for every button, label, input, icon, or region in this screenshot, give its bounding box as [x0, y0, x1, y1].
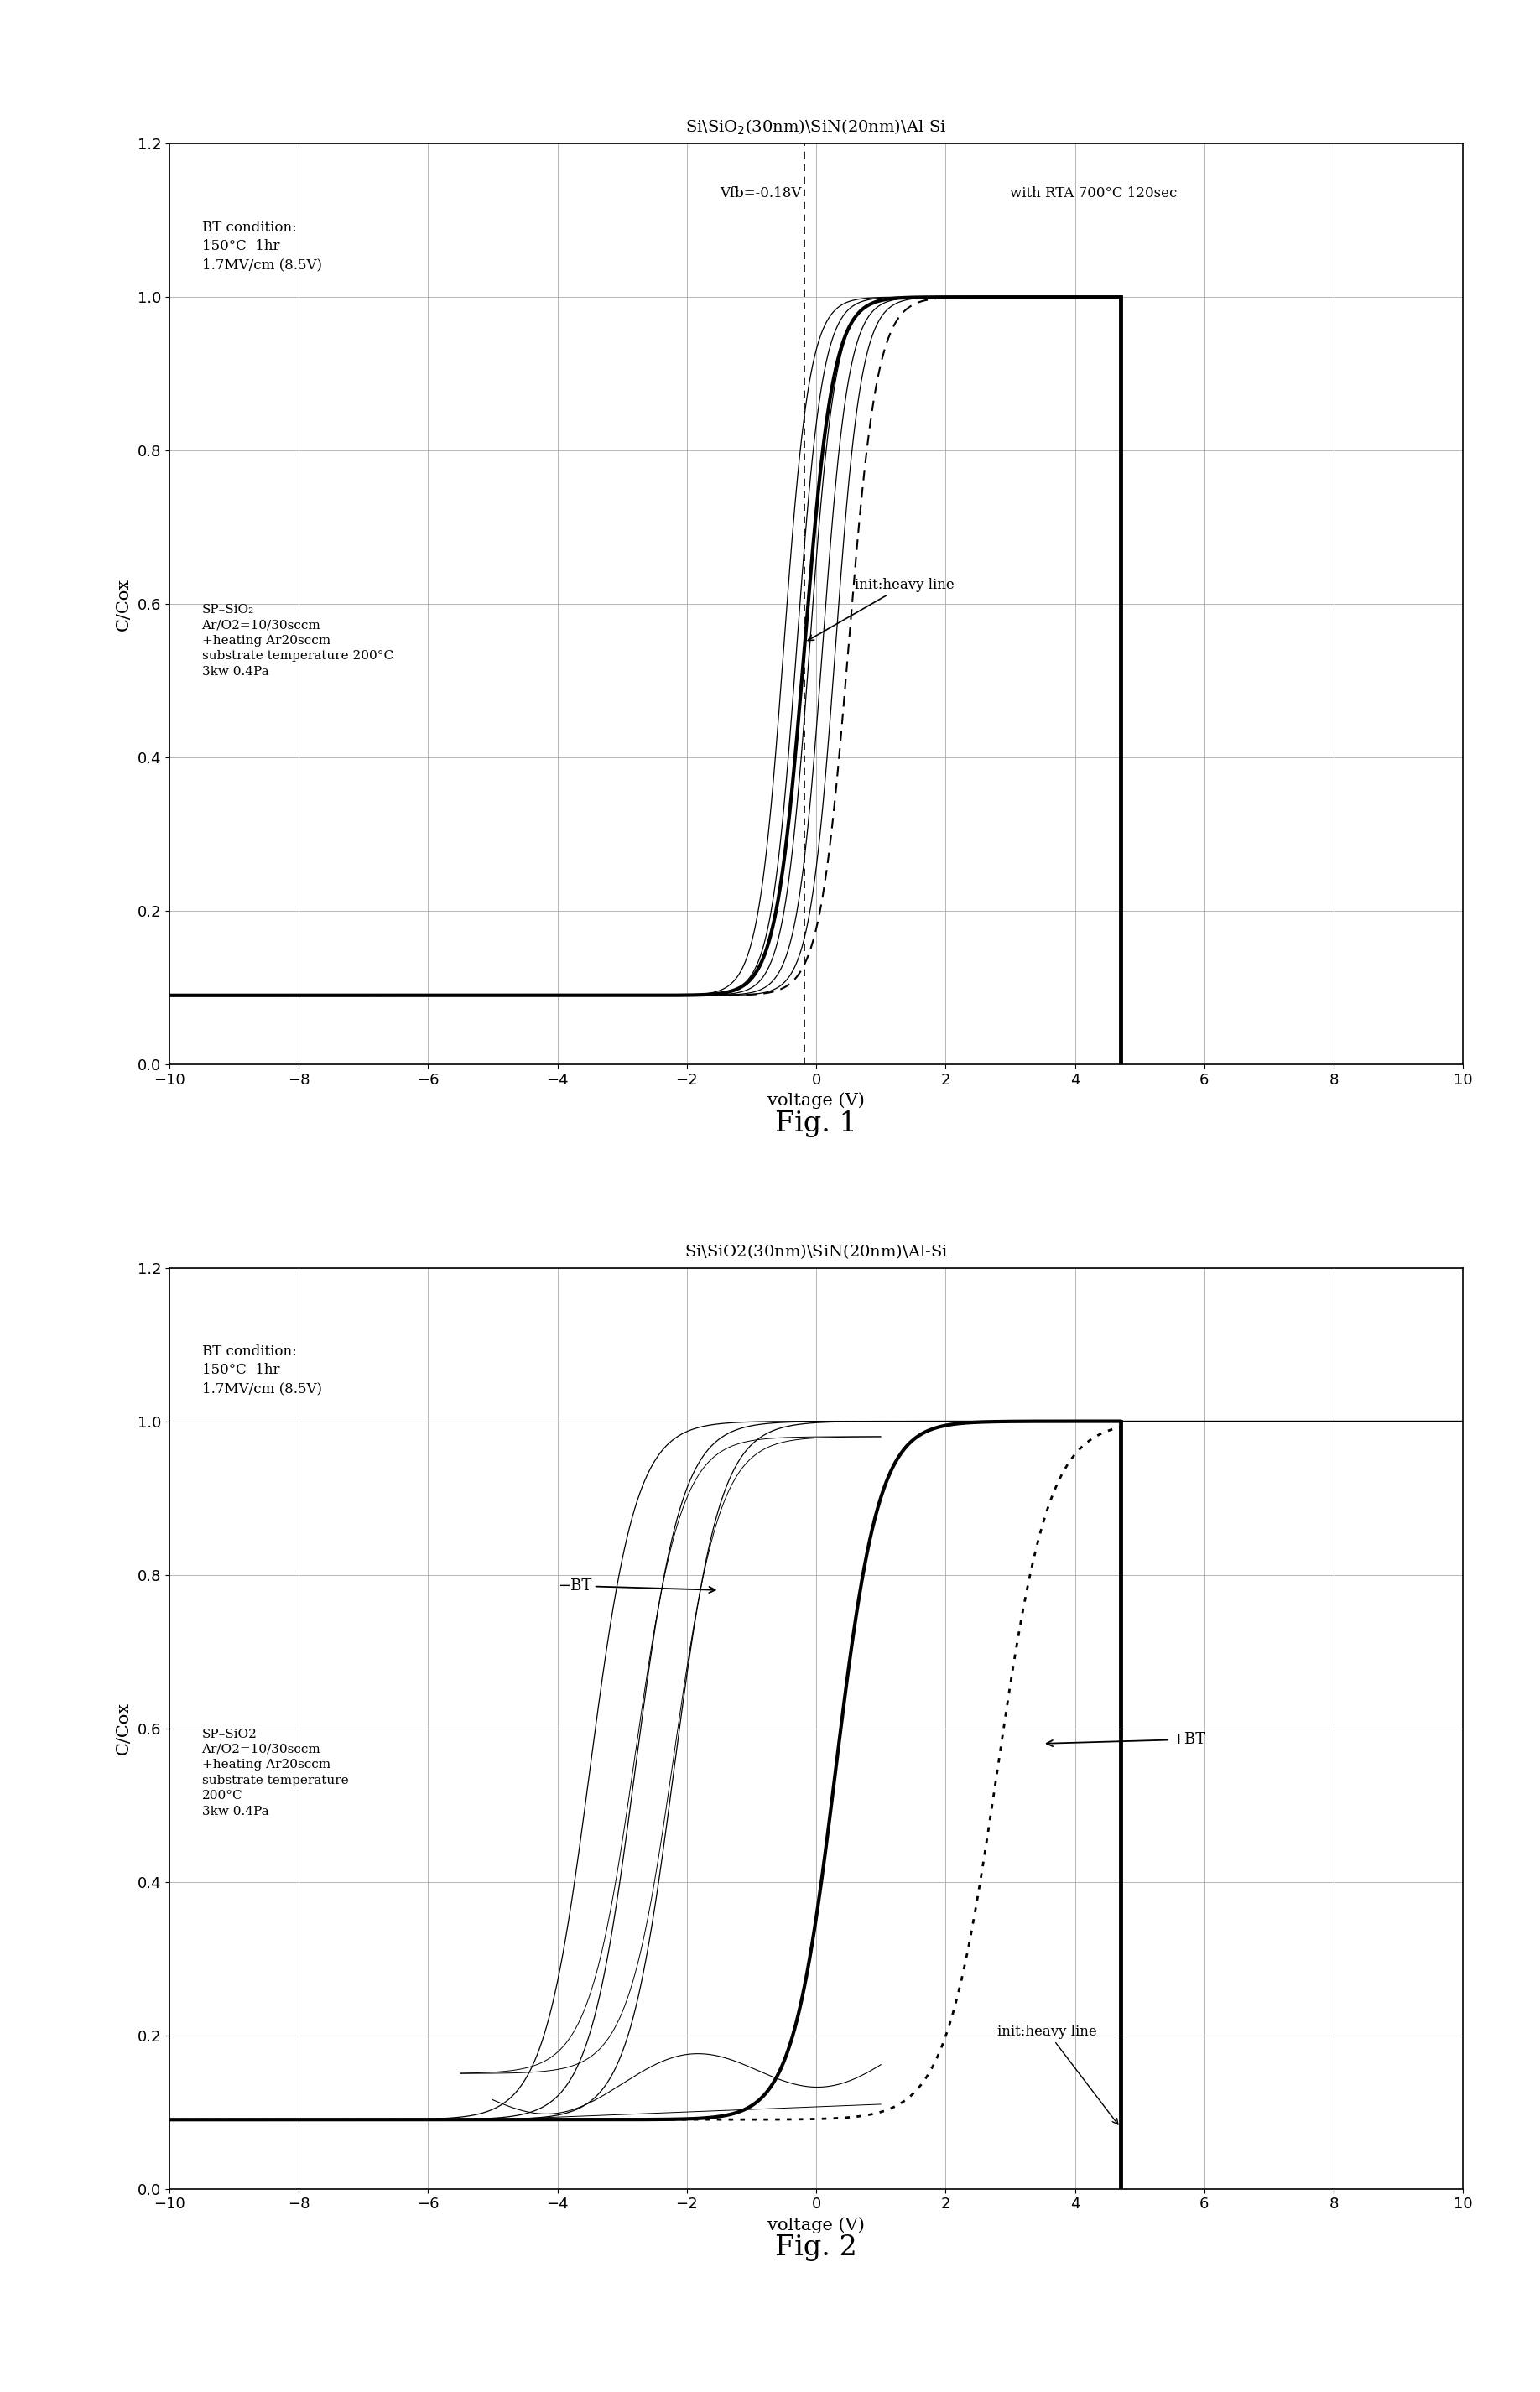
Y-axis label: C/Cox: C/Cox — [116, 576, 131, 631]
Text: Fig. 1: Fig. 1 — [775, 1110, 858, 1136]
X-axis label: voltage (V): voltage (V) — [767, 1093, 865, 1110]
Text: +BT: +BT — [1047, 1732, 1206, 1746]
Text: −BT: −BT — [557, 1579, 715, 1593]
Text: Fig. 2: Fig. 2 — [775, 2234, 858, 2260]
Text: with RTA 700°C 120sec: with RTA 700°C 120sec — [1010, 187, 1178, 201]
Text: init:heavy line: init:heavy line — [809, 579, 955, 641]
Text: init:heavy line: init:heavy line — [998, 2024, 1118, 2124]
Text: BT condition:
150°C  1hr
1.7MV/cm (8.5V): BT condition: 150°C 1hr 1.7MV/cm (8.5V) — [202, 220, 322, 273]
Text: SP–SiO₂
Ar/O2=10/30sccm
+heating Ar20sccm
substrate temperature 200°C
3kw 0.4Pa: SP–SiO₂ Ar/O2=10/30sccm +heating Ar20scc… — [202, 605, 393, 677]
Title: Si$\backslash$SiO2(30nm)$\backslash$SiN(20nm)$\backslash$Al-Si: Si$\backslash$SiO2(30nm)$\backslash$SiN(… — [684, 1241, 949, 1261]
Title: Si$\backslash$SiO$_2$(30nm)$\backslash$SiN(20nm)$\backslash$Al-Si: Si$\backslash$SiO$_2$(30nm)$\backslash$S… — [685, 117, 947, 136]
Text: Vfb=-0.18V: Vfb=-0.18V — [719, 187, 801, 201]
Text: SP–SiO2
Ar/O2=10/30sccm
+heating Ar20sccm
substrate temperature
200°C
3kw 0.4Pa: SP–SiO2 Ar/O2=10/30sccm +heating Ar20scc… — [202, 1727, 348, 1818]
X-axis label: voltage (V): voltage (V) — [767, 2217, 865, 2234]
Y-axis label: C/Cox: C/Cox — [116, 1701, 131, 1756]
Text: BT condition:
150°C  1hr
1.7MV/cm (8.5V): BT condition: 150°C 1hr 1.7MV/cm (8.5V) — [202, 1344, 322, 1397]
